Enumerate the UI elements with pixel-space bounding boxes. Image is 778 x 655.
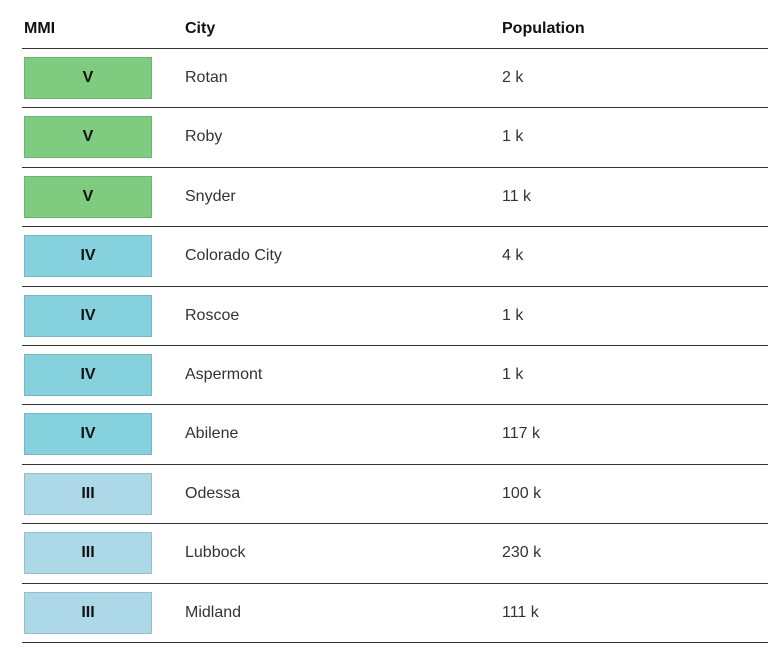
city-cell: Colorado City (185, 247, 282, 265)
mmi-badge: III (24, 591, 152, 634)
mmi-badge: IV (24, 413, 152, 456)
table-row: III Midland 111 k (22, 584, 768, 643)
city-cell: Roby (185, 128, 223, 146)
population-cell: 230 k (502, 544, 542, 562)
population-cell: 1 k (502, 128, 524, 146)
city-cell: Aspermont (185, 366, 263, 383)
table-row: V Rotan 2 k (22, 49, 768, 109)
table-row: IV Abilene 117 k (22, 405, 768, 465)
population-cell: 4 k (502, 247, 524, 265)
city-cell: Snyder (185, 187, 236, 205)
population-cell: 111 k (502, 603, 539, 621)
mmi-badge: V (24, 116, 152, 159)
population-cell: 1 k (502, 306, 524, 324)
mmi-badge: V (24, 57, 152, 99)
city-cell: Abilene (185, 425, 239, 443)
city-cell: Lubbock (185, 544, 246, 562)
mmi-badge: V (24, 175, 152, 218)
table-row: IV Roscoe 1 k (22, 287, 768, 346)
population-cell: 11 k (502, 187, 532, 205)
mmi-badge: IV (24, 294, 152, 337)
table-row: III Lubbock 230 k (22, 524, 768, 584)
header-cell: Population (502, 20, 585, 37)
header-cell: MMI (24, 20, 56, 37)
table-row: IV Colorado City 4 k (22, 227, 768, 287)
population-cell: 100 k (502, 484, 542, 502)
table-row: V Snyder 11 k (22, 168, 768, 228)
population-cell: 2 k (502, 69, 524, 86)
population-cell: 117 k (502, 425, 540, 443)
table-header: MMI City Population (22, 0, 768, 49)
mmi-badge: IV (24, 235, 152, 278)
mmi-badge: IV (24, 354, 152, 396)
city-cell: Odessa (185, 484, 241, 502)
mmi-badge: III (24, 472, 152, 515)
header-cell: City (185, 20, 216, 37)
mmi-badge: III (24, 532, 152, 575)
city-cell: Rotan (185, 69, 228, 86)
table-row: V Roby 1 k (22, 108, 768, 168)
city-cell: Midland (185, 603, 242, 621)
table-row: IV Aspermont 1 k (22, 346, 768, 406)
table-row: III Odessa 100 k (22, 465, 768, 525)
city-cell: Roscoe (185, 306, 240, 324)
population-cell: 1 k (502, 366, 524, 383)
